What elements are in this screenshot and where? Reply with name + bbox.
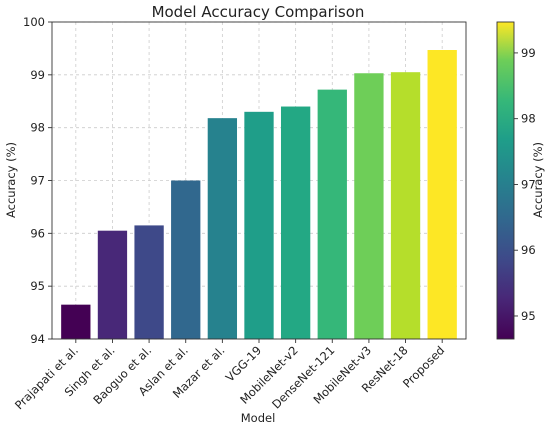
colorbar-tick-label: 97 bbox=[521, 177, 536, 191]
bar bbox=[61, 304, 91, 339]
chart-title: Model Accuracy Comparison bbox=[152, 3, 365, 21]
bar bbox=[244, 111, 274, 339]
y-tick-label: 99 bbox=[30, 68, 45, 82]
y-axis-label: Accuracy (%) bbox=[4, 142, 18, 218]
x-axis-label: Model bbox=[241, 411, 276, 425]
colorbar-label: Accuracy (%) bbox=[531, 142, 545, 218]
colorbar-tick-label: 99 bbox=[521, 46, 536, 60]
y-tick-label: 94 bbox=[30, 332, 45, 346]
bar bbox=[317, 89, 347, 339]
colorbar-tick-label: 98 bbox=[521, 112, 536, 126]
y-tick-label: 96 bbox=[30, 226, 45, 240]
bar bbox=[390, 72, 421, 340]
colorbar-tick-label: 95 bbox=[521, 309, 536, 323]
bar bbox=[207, 118, 238, 339]
x-tick-label: Prajapati et al. bbox=[12, 343, 81, 412]
y-tick-label: 95 bbox=[30, 279, 45, 293]
bar bbox=[97, 230, 128, 339]
y-tick-label: 98 bbox=[30, 121, 45, 135]
bar bbox=[427, 50, 457, 339]
colorbar bbox=[496, 21, 515, 340]
bar bbox=[354, 73, 384, 339]
bar bbox=[280, 106, 311, 340]
bar bbox=[171, 180, 201, 339]
y-tick-label: 100 bbox=[23, 15, 45, 29]
bar bbox=[134, 225, 164, 339]
y-tick-label: 97 bbox=[30, 174, 45, 188]
colorbar-tick-label: 96 bbox=[521, 243, 536, 257]
